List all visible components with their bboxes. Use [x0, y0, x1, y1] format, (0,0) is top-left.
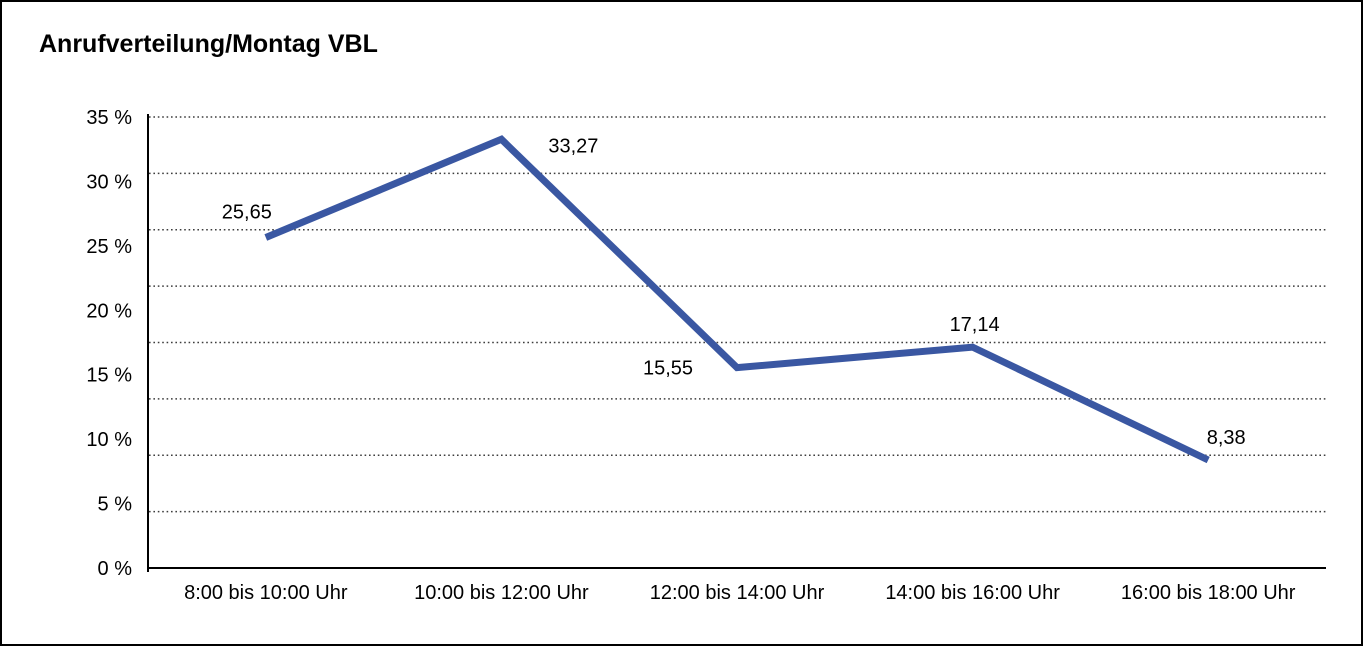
y-tick-label: 35 %: [86, 107, 132, 129]
chart-title: Anrufverteilung/Montag VBL: [39, 30, 378, 58]
data-line: [264, 135, 1210, 464]
y-tick-label: 0 %: [98, 558, 133, 580]
y-tick-label: 15 %: [86, 365, 132, 387]
data-point-label: 17,14: [950, 314, 1000, 336]
x-category-label: 8:00 bis 10:00 Uhr: [184, 582, 348, 604]
y-tick-label: 5 %: [98, 494, 133, 516]
data-point-label: 8,38: [1207, 427, 1246, 449]
x-category-label: 12:00 bis 14:00 Uhr: [650, 582, 825, 604]
x-category-label: 10:00 bis 12:00 Uhr: [414, 582, 589, 604]
y-tick-label: 20 %: [86, 300, 132, 322]
x-category-label: 16:00 bis 18:00 Uhr: [1121, 582, 1296, 604]
y-tick-label: 25 %: [86, 236, 132, 258]
data-point-label: 33,27: [548, 135, 598, 157]
y-tick-label: 30 %: [86, 171, 132, 193]
data-point-label: 25,65: [222, 201, 272, 223]
data-point-label: 15,55: [643, 358, 693, 380]
y-tick-label: 10 %: [86, 429, 132, 451]
x-category-label: 14:00 bis 16:00 Uhr: [885, 582, 1060, 604]
